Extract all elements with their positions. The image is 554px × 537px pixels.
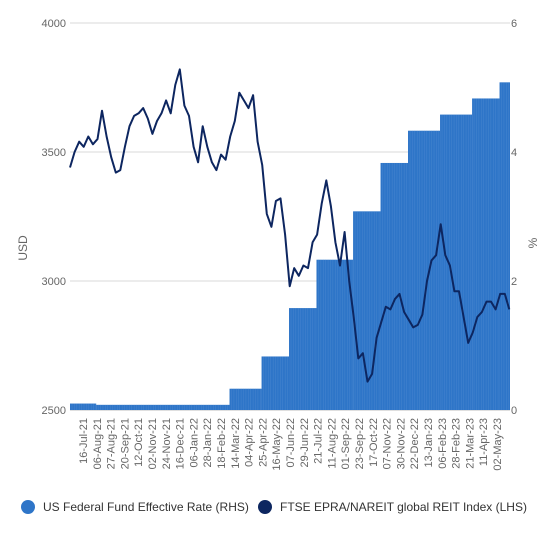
x-tick-label: 17-Oct-22 [368, 418, 380, 467]
x-tick-label: 07-Jun-22 [285, 418, 297, 468]
x-tick-label: 06-Jan-22 [188, 418, 200, 468]
x-tick-label: 30-Nov-22 [395, 418, 407, 469]
x-tick-label: 11-Apr-23 [478, 418, 490, 466]
x-tick-label: 01-Sep-22 [340, 418, 352, 469]
rate-bar [408, 130, 441, 410]
left-tick-label: 3000 [42, 276, 66, 288]
right-tick-label: 4 [511, 147, 517, 159]
rate-bar [440, 114, 473, 410]
x-tick-label: 16-Jul-21 [78, 418, 90, 464]
x-tick-label: 18-Feb-22 [216, 418, 228, 469]
x-tick-label: 27-Aug-21 [106, 418, 118, 469]
legend-label-rate: US Federal Fund Effective Rate (RHS) [43, 500, 249, 514]
rate-bar [70, 403, 97, 410]
x-tick-label: 13-Jan-23 [423, 418, 435, 468]
line-series-reit [69, 68, 511, 383]
x-tick-label: 29-Jun-22 [299, 418, 311, 468]
left-tick-label: 4000 [42, 18, 66, 30]
x-tick-label: 06-Feb-23 [437, 418, 449, 469]
left-tick-label: 3500 [42, 147, 66, 159]
x-tick-label: 21-Jul-22 [313, 418, 325, 464]
x-tick-label: 21-Mar-23 [464, 418, 476, 469]
legend-swatch-rate [21, 500, 35, 514]
x-tick-label: 16-Dec-21 [175, 418, 187, 469]
x-tick-label: 28-Feb-23 [451, 418, 463, 469]
x-tick-label: 11-Aug-22 [326, 418, 338, 469]
left-tick-label: 2500 [42, 405, 66, 417]
reit-index-line [69, 68, 511, 383]
legend-swatch-reit [258, 500, 272, 514]
x-tick-label: 12-Oct-21 [133, 418, 145, 467]
x-tick-label: 28-Jan-22 [202, 418, 214, 468]
x-axis-ticks: 16-Jul-21 06-Aug-21 27-Aug-21 20-Sep-21 12-O… [78, 418, 504, 471]
legend: US Federal Fund Effective Rate (RHS) FTS… [21, 500, 527, 514]
rate-bar [261, 356, 290, 410]
x-tick-label: 04-Apr-22 [244, 418, 256, 467]
x-tick-label: 22-Dec-22 [409, 418, 421, 469]
x-tick-label: 23-Sep-22 [354, 418, 366, 469]
right-axis-title: % [526, 237, 540, 248]
bar-series-rate [70, 82, 510, 410]
rate-bar [289, 308, 317, 410]
rate-bar [380, 162, 409, 410]
x-tick-label: 06-Aug-21 [92, 418, 104, 469]
rate-bar [499, 82, 510, 410]
right-tick-label: 2 [511, 276, 517, 288]
x-tick-label: 14-Mar-22 [230, 418, 242, 469]
right-tick-label: 6 [511, 18, 517, 30]
x-tick-label: 02-May-23 [492, 418, 504, 471]
left-axis-title: USD [16, 235, 30, 261]
legend-label-reit: FTSE EPRA/NAREIT global REIT Index (LHS) [280, 500, 527, 514]
right-tick-label: 0 [511, 405, 517, 417]
rate-bar [229, 388, 262, 410]
x-tick-label: 02-Nov-21 [147, 418, 159, 469]
rate-bar [316, 259, 354, 410]
rate-bar [472, 98, 500, 410]
x-tick-label: 24-Nov-21 [161, 418, 173, 469]
x-tick-label: 20-Sep-21 [119, 418, 131, 469]
axes: USD % 2500 3000 3500 4000 0 2 4 6 [16, 18, 540, 417]
x-tick-label: 16-May-22 [271, 418, 283, 471]
x-tick-label: 25-Apr-22 [257, 418, 269, 467]
x-tick-label: 07-Nov-22 [382, 418, 394, 469]
